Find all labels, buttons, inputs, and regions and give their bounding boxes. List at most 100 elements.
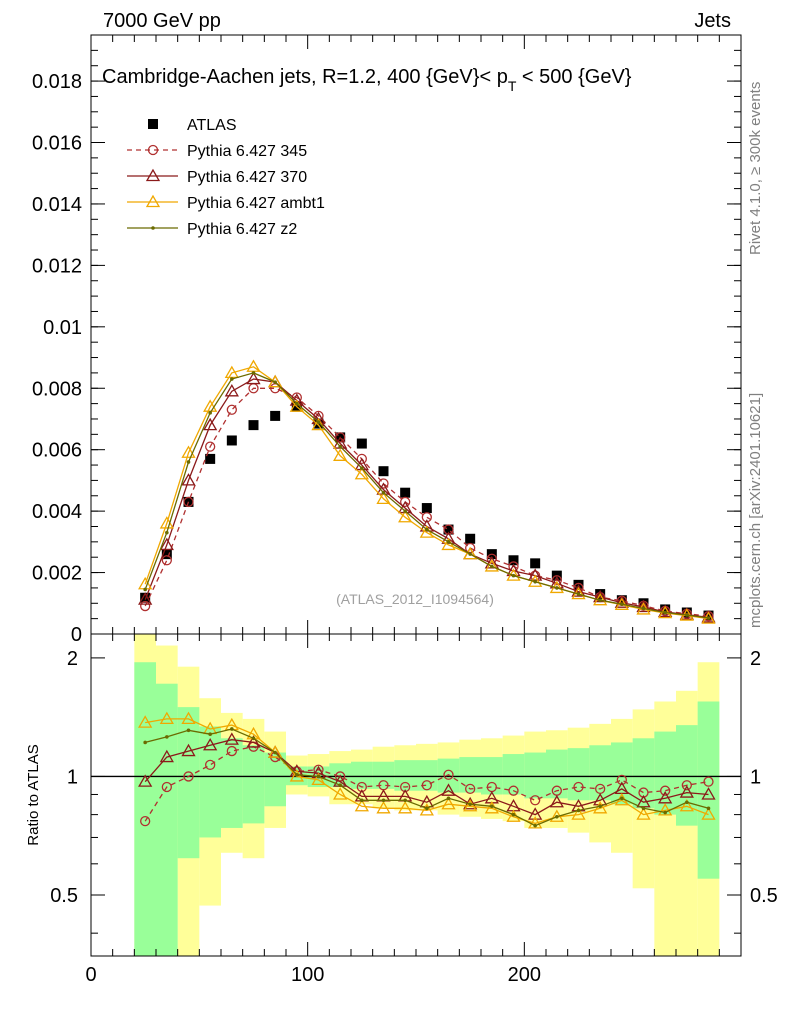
point-atlas: [226, 435, 237, 446]
point-atlas: [660, 604, 671, 615]
x-tick-label: 100: [291, 964, 324, 986]
ratio-band-inner: [372, 761, 395, 789]
point-pythia-6-427-z2: [230, 377, 234, 381]
point-pythia-6-427-ambt1: [311, 417, 326, 431]
ratio-point-pythia-6-427-345: [335, 771, 346, 782]
ratio-y-tick-label-right: 1: [750, 766, 761, 788]
point-pythia-6-427-ambt1: [181, 445, 196, 458]
series-line-pythia-6-427-ambt1: [144, 366, 709, 620]
ratio-point-pythia-6-427-z2: [338, 783, 342, 788]
ratio-point-pythia-6-427-370: [441, 783, 456, 796]
ratio-band-inner: [199, 726, 221, 838]
ratio-point-pythia-6-427-345: [465, 783, 476, 795]
y-tick-label: 0.008: [32, 378, 82, 400]
ratio-point-pythia-6-427-ambt1: [528, 816, 543, 829]
y-tick-label: 0.004: [32, 501, 82, 523]
point-pythia-6-427-z2: [186, 460, 191, 464]
legend-label: Pythia 6.427 z2: [187, 221, 297, 238]
legend-marker: [147, 144, 159, 156]
ratio-band-inner: [242, 745, 265, 824]
y-tick-label: 0.016: [32, 133, 82, 155]
point-atlas: [400, 487, 411, 498]
y-tick-label: 0.012: [32, 255, 82, 277]
point-atlas: [616, 595, 627, 606]
ratio-point-pythia-6-427-ambt1: [701, 807, 716, 820]
ratio-band-inner: [221, 738, 243, 828]
ratio-band-inner: [264, 752, 286, 807]
legend-label: Pythia 6.427 370: [187, 169, 307, 186]
plot-title-main: Cambridge-Aachen jets, R=1.2, 400 {GeV}<…: [102, 66, 508, 88]
ratio-line-pythia-6-427-370: [144, 739, 709, 816]
point-pythia-6-427-345: [226, 404, 237, 415]
ratio-point-pythia-6-427-z2: [381, 798, 386, 803]
ratio-point-pythia-6-427-z2: [230, 727, 234, 731]
plot-title: Cambridge-Aachen jets, R=1.2, 400 {GeV}<…: [102, 66, 632, 94]
ratio-point-pythia-6-427-370: [528, 807, 543, 820]
plot-title-tail: < 500 {GeV}: [516, 66, 631, 88]
point-atlas: [205, 453, 216, 464]
ratio-band-inner: [134, 662, 156, 956]
ratio-y-tick-label-right: 2: [750, 648, 761, 670]
rivet-label: Rivet 4.1.0, ≥ 300k events: [747, 82, 764, 255]
ratio-band-inner: [632, 738, 655, 809]
ratio-point-pythia-6-427-345: [161, 781, 172, 793]
ratio-point-pythia-6-427-z2: [555, 814, 559, 819]
point-pythia-6-427-z2: [403, 509, 407, 513]
legend-label: Pythia 6.427 345: [187, 143, 307, 160]
ratio-point-pythia-6-427-z2: [598, 804, 602, 809]
ratio-point-pythia-6-427-ambt1: [376, 801, 391, 814]
point-pythia-6-427-345: [551, 575, 562, 586]
point-pythia-6-427-z2: [295, 401, 299, 406]
point-atlas: [378, 466, 389, 477]
legend-item: Pythia 6.427 ambt1: [127, 194, 325, 212]
legend-item: Pythia 6.427 345: [127, 143, 307, 160]
ratio-y-tick-label: 2: [67, 648, 78, 670]
legend-label: Pythia 6.427 ambt1: [187, 195, 325, 212]
point-pythia-6-427-z2: [576, 592, 581, 596]
plot-title-sub: T: [508, 78, 517, 94]
y-tick-label: 0.018: [32, 71, 82, 93]
x-tick-label: 200: [508, 964, 541, 986]
analysis-watermark: (ATLAS_2012_I1094564): [336, 591, 494, 607]
x-tick-label: 0: [85, 964, 96, 986]
point-pythia-6-427-z2: [555, 586, 559, 590]
header-category: Jets: [694, 10, 731, 32]
ratio-point-pythia-6-427-345: [681, 780, 692, 791]
point-pythia-6-427-370: [614, 595, 629, 608]
ratio-point-pythia-6-427-ambt1: [333, 787, 348, 800]
point-atlas: [161, 549, 172, 560]
point-atlas: [465, 533, 476, 544]
ratio-point-pythia-6-427-345: [226, 745, 237, 757]
point-pythia-6-427-ambt1: [354, 466, 369, 480]
point-atlas: [508, 555, 519, 566]
ratio-point-pythia-6-427-370: [701, 787, 716, 800]
point-pythia-6-427-345: [205, 441, 216, 452]
ratio-point-pythia-6-427-z2: [511, 812, 516, 817]
point-pythia-6-427-z2: [381, 490, 386, 495]
point-pythia-6-427-z2: [706, 616, 711, 620]
point-atlas: [421, 503, 432, 514]
point-pythia-6-427-z2: [360, 466, 364, 470]
ratio-band-inner: [394, 760, 416, 791]
point-pythia-6-427-z2: [641, 606, 646, 611]
ratio-band-inner: [156, 683, 178, 956]
ratio-point-pythia-6-427-ambt1: [571, 807, 586, 820]
ratio-point-pythia-6-427-345: [443, 769, 454, 780]
point-atlas: [443, 524, 454, 535]
legend-item: Pythia 6.427 z2: [127, 221, 297, 238]
ratio-band-inner: [676, 725, 698, 826]
ratio-point-pythia-6-427-370: [159, 749, 174, 763]
point-atlas: [356, 438, 367, 449]
ratio-point-pythia-6-427-ambt1: [354, 798, 369, 812]
point-pythia-6-427-z2: [685, 613, 689, 617]
ratio-point-pythia-6-427-345: [703, 776, 714, 787]
ratio-point-pythia-6-427-z2: [490, 804, 494, 809]
point-pythia-6-427-370: [224, 384, 239, 397]
ratio-band-inner: [546, 749, 568, 799]
ratio-point-pythia-6-427-z2: [165, 735, 169, 739]
point-atlas: [140, 592, 151, 603]
point-pythia-6-427-z2: [511, 573, 516, 578]
point-atlas: [530, 558, 541, 569]
point-pythia-6-427-z2: [338, 444, 342, 449]
